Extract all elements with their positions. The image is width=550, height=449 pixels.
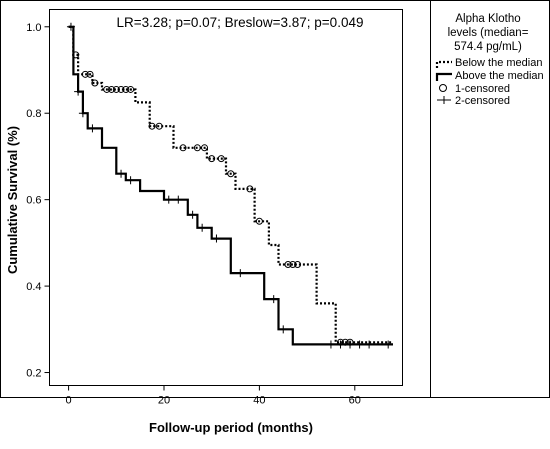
censor-mark-plus: [174, 195, 183, 204]
x-tick-label: 40: [253, 395, 265, 407]
censor-mark-circle: [103, 85, 111, 93]
censor-mark-plus: [66, 22, 75, 31]
plot-frame: [0, 0, 431, 398]
x-tick-label: 20: [158, 395, 170, 407]
censor-mark-plus: [236, 269, 245, 278]
censor-mark-circle: [179, 144, 187, 152]
censor-mark-plus: [365, 340, 374, 349]
censor-mark-circle: [127, 85, 135, 93]
censor-mark-circle: [294, 260, 302, 268]
censor-mark-plus: [164, 195, 173, 204]
y-tick-label: 1.0: [26, 22, 41, 34]
censor-mark-circle: [255, 217, 263, 225]
x-tick-label: 0: [66, 395, 72, 407]
plot-area: [49, 9, 403, 386]
censor-mark-circle: [86, 70, 94, 78]
legend-symbol-plus: [437, 96, 451, 104]
legend-entry-below-median: Below the median: [455, 57, 542, 69]
legend-entry-1-censored: 1-censored: [455, 83, 510, 95]
legend-symbol-dotted-step: [435, 60, 452, 68]
censor-mark-plus: [78, 109, 87, 118]
x-tick-label: 60: [349, 395, 361, 407]
censor-mark-circle: [91, 79, 99, 87]
censor-mark-circle: [81, 70, 89, 78]
censor-mark-circle: [217, 155, 225, 163]
censor-mark-circle: [117, 85, 125, 93]
censor-mark-plus: [117, 169, 126, 178]
censor-mark-circle: [289, 260, 297, 268]
legend-title-line-3: 574.4 pg/mL): [454, 41, 522, 53]
y-axis: 0.2 0.4 0.6 0.8 1.0: [26, 22, 50, 380]
y-tick-label: 0.6: [26, 195, 41, 207]
legend-symbol-solid-step: [435, 72, 452, 81]
censor-mark-plus: [126, 176, 135, 185]
stats-annotation: LR=3.28; p=0.07; Breslow=3.87; p=0.049: [117, 15, 364, 30]
legend-title-line-2: levels (median=: [448, 27, 529, 39]
censor-mark-plus: [336, 340, 345, 349]
censor-mark-plus: [188, 210, 197, 219]
y-tick-label: 0.4: [26, 281, 41, 293]
censor-mark-circle: [246, 185, 254, 193]
y-tick-label: 0.8: [26, 108, 41, 120]
censor-mark-plus: [384, 340, 393, 349]
series-layer: [66, 22, 393, 349]
censor-mark-circle: [155, 122, 163, 130]
censor-mark-circle: [122, 85, 130, 93]
censor-mark-plus: [74, 87, 83, 96]
censor-mark-circle: [112, 85, 120, 93]
censor-mark-circle: [284, 260, 292, 268]
censor-mark-plus: [355, 340, 364, 349]
censor-mark-plus: [198, 223, 207, 232]
censor-mark-plus: [326, 340, 335, 349]
y-axis-title: Cumulative Survival (%): [5, 126, 20, 274]
legend: Alpha Klotho levels (median= 574.4 pg/mL…: [435, 13, 544, 107]
censor-mark-circle: [227, 170, 235, 178]
legend-entry-2-censored: 2-censored: [455, 95, 510, 107]
censor-mark-circle: [108, 85, 116, 93]
legend-entry-above-median: Above the median: [455, 70, 544, 82]
legend-title-line-1: Alpha Klotho: [455, 13, 520, 25]
x-axis: 0 20 40 60: [66, 385, 361, 407]
series-line-below-median: [68, 25, 393, 344]
y-tick-label: 0.2: [26, 368, 41, 380]
series-line-above-median: [68, 25, 393, 346]
censor-mark-circle: [193, 144, 201, 152]
censor-mark-circle: [208, 155, 216, 163]
censor-mark-plus: [279, 325, 288, 334]
legend-symbol-circle: [439, 84, 447, 92]
censor-mark-plus: [88, 124, 97, 133]
censor-mark-plus: [269, 295, 278, 304]
censor-mark-plus: [346, 340, 355, 349]
x-axis-title: Follow-up period (months): [149, 420, 313, 435]
censor-mark-plus: [212, 234, 221, 243]
censor-mark-circle: [148, 122, 156, 130]
censor-mark-circle: [201, 144, 209, 152]
